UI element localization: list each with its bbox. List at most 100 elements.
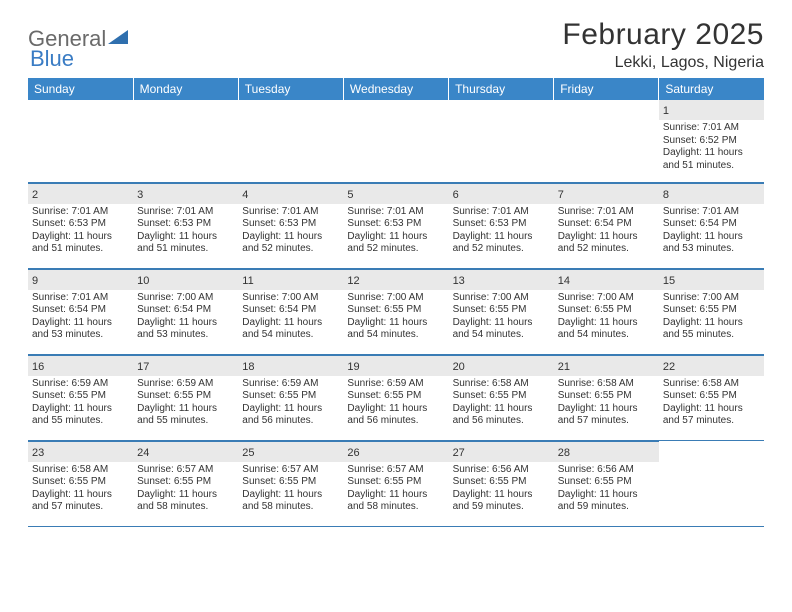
day-info: Sunrise: 6:59 AMSunset: 6:55 PMDaylight:… [32,378,129,428]
day-info: Sunrise: 6:58 AMSunset: 6:55 PMDaylight:… [663,378,760,428]
calendar-empty [554,100,659,182]
logo-triangle-icon [108,28,128,51]
day-number: 7 [558,189,564,201]
calendar-empty [343,100,448,182]
day-info: Sunrise: 6:59 AMSunset: 6:55 PMDaylight:… [242,378,339,428]
calendar-day: 22 Sunrise: 6:58 AMSunset: 6:55 PMDayligh… [659,354,764,440]
logo-line2: Blue [30,46,74,72]
day-number: 11 [242,275,253,287]
calendar-day: 16 Sunrise: 6:59 AMSunset: 6:55 PMDayligh… [28,354,133,440]
day-info: Sunrise: 6:57 AMSunset: 6:55 PMDaylight:… [137,464,234,514]
weekday-header: Monday [133,78,238,100]
day-info: Sunrise: 7:01 AMSunset: 6:53 PMDaylight:… [347,206,444,256]
day-number: 27 [453,447,465,459]
day-info: Sunrise: 6:58 AMSunset: 6:55 PMDaylight:… [453,378,550,428]
day-info: Sunrise: 6:56 AMSunset: 6:55 PMDaylight:… [453,464,550,514]
day-info: Sunrise: 7:00 AMSunset: 6:55 PMDaylight:… [347,292,444,342]
day-info: Sunrise: 6:58 AMSunset: 6:55 PMDaylight:… [32,464,129,514]
day-number: 24 [137,447,149,459]
calendar-empty [238,100,343,182]
day-info: Sunrise: 7:00 AMSunset: 6:55 PMDaylight:… [558,292,655,342]
calendar-day: 11 Sunrise: 7:00 AMSunset: 6:54 PMDayligh… [238,268,343,354]
calendar-day: 18 Sunrise: 6:59 AMSunset: 6:55 PMDayligh… [238,354,343,440]
day-info: Sunrise: 7:01 AMSunset: 6:54 PMDaylight:… [663,206,760,256]
day-info: Sunrise: 7:01 AMSunset: 6:53 PMDaylight:… [137,206,234,256]
location-label: Lekki, Lagos, Nigeria [562,54,764,72]
weekday-header: Saturday [659,78,764,100]
calendar-day: 15 Sunrise: 7:00 AMSunset: 6:55 PMDayligh… [659,268,764,354]
day-number: 2 [32,189,38,201]
day-info: Sunrise: 7:01 AMSunset: 6:53 PMDaylight:… [32,206,129,256]
day-number: 3 [137,189,143,201]
calendar-day: 26 Sunrise: 6:57 AMSunset: 6:55 PMDayligh… [343,440,448,526]
calendar-day: 6 Sunrise: 7:01 AMSunset: 6:53 PMDaylight… [449,182,554,268]
day-info: Sunrise: 7:01 AMSunset: 6:53 PMDaylight:… [453,206,550,256]
month-title: February 2025 [562,18,764,52]
day-number: 1 [663,105,669,117]
day-info: Sunrise: 7:01 AMSunset: 6:52 PMDaylight:… [663,122,760,172]
day-info: Sunrise: 7:00 AMSunset: 6:55 PMDaylight:… [663,292,760,342]
calendar-day: 5 Sunrise: 7:01 AMSunset: 6:53 PMDaylight… [343,182,448,268]
calendar-day: 17 Sunrise: 6:59 AMSunset: 6:55 PMDayligh… [133,354,238,440]
day-number: 17 [137,361,149,373]
day-number: 13 [453,275,465,287]
calendar-day: 7 Sunrise: 7:01 AMSunset: 6:54 PMDaylight… [554,182,659,268]
day-info: Sunrise: 6:59 AMSunset: 6:55 PMDaylight:… [137,378,234,428]
calendar-day: 25 Sunrise: 6:57 AMSunset: 6:55 PMDayligh… [238,440,343,526]
day-number: 25 [242,447,254,459]
calendar-day: 23 Sunrise: 6:58 AMSunset: 6:55 PMDayligh… [28,440,133,526]
weekday-header: Tuesday [238,78,343,100]
calendar-day: 13 Sunrise: 7:00 AMSunset: 6:55 PMDayligh… [449,268,554,354]
day-number: 21 [558,361,570,373]
day-number: 22 [663,361,675,373]
day-number: 15 [663,275,675,287]
day-number: 8 [663,189,669,201]
calendar-empty [449,100,554,182]
calendar-day: 14 Sunrise: 7:00 AMSunset: 6:55 PMDayligh… [554,268,659,354]
weekday-header: Sunday [28,78,133,100]
day-number: 14 [558,275,570,287]
day-number: 9 [32,275,38,287]
day-number: 4 [242,189,248,201]
weekday-header: Wednesday [343,78,448,100]
day-number: 6 [453,189,459,201]
calendar-empty [28,100,133,182]
day-number: 18 [242,361,254,373]
calendar-day: 24 Sunrise: 6:57 AMSunset: 6:55 PMDayligh… [133,440,238,526]
calendar-empty [133,100,238,182]
day-info: Sunrise: 7:01 AMSunset: 6:54 PMDaylight:… [558,206,655,256]
day-info: Sunrise: 7:00 AMSunset: 6:54 PMDaylight:… [137,292,234,342]
calendar-day: 8 Sunrise: 7:01 AMSunset: 6:54 PMDaylight… [659,182,764,268]
calendar-table: SundayMondayTuesdayWednesdayThursdayFrid… [28,78,764,527]
day-info: Sunrise: 6:58 AMSunset: 6:55 PMDaylight:… [558,378,655,428]
calendar-day: 1 Sunrise: 7:01 AMSunset: 6:52 PMDaylight… [659,100,764,182]
calendar-day: 19 Sunrise: 6:59 AMSunset: 6:55 PMDayligh… [343,354,448,440]
day-number: 10 [137,275,149,287]
calendar-day: 4Sunrise: 7:01 AMSunset: 6:53 PMDaylight… [238,182,343,268]
calendar-day: 28 Sunrise: 6:56 AMSunset: 6:55 PMDayligh… [554,440,659,526]
day-number: 19 [347,361,359,373]
calendar-day: 9 Sunrise: 7:01 AMSunset: 6:54 PMDaylight… [28,268,133,354]
day-number: 20 [453,361,465,373]
day-info: Sunrise: 7:01 AMSunset: 6:54 PMDaylight:… [32,292,129,342]
weekday-header: Thursday [449,78,554,100]
day-info: Sunrise: 6:59 AMSunset: 6:55 PMDaylight:… [347,378,444,428]
day-info: Sunrise: 7:00 AMSunset: 6:54 PMDaylight:… [242,292,339,342]
day-number: 12 [347,275,359,287]
calendar-day: 20 Sunrise: 6:58 AMSunset: 6:55 PMDayligh… [449,354,554,440]
calendar-empty [659,440,764,526]
day-number: 26 [347,447,359,459]
day-number: 28 [558,447,570,459]
day-number: 16 [32,361,44,373]
day-info: Sunrise: 6:56 AMSunset: 6:55 PMDaylight:… [558,464,655,514]
calendar-day: 12 Sunrise: 7:00 AMSunset: 6:55 PMDayligh… [343,268,448,354]
day-info: Sunrise: 6:57 AMSunset: 6:55 PMDaylight:… [347,464,444,514]
day-number: 23 [32,447,44,459]
calendar-day: 27 Sunrise: 6:56 AMSunset: 6:55 PMDayligh… [449,440,554,526]
calendar-day: 10 Sunrise: 7:00 AMSunset: 6:54 PMDayligh… [133,268,238,354]
calendar-day: 21 Sunrise: 6:58 AMSunset: 6:55 PMDayligh… [554,354,659,440]
day-number: 5 [347,189,353,201]
day-info: Sunrise: 6:57 AMSunset: 6:55 PMDaylight:… [242,464,339,514]
day-info: Sunrise: 7:00 AMSunset: 6:55 PMDaylight:… [453,292,550,342]
weekday-header: Friday [554,78,659,100]
